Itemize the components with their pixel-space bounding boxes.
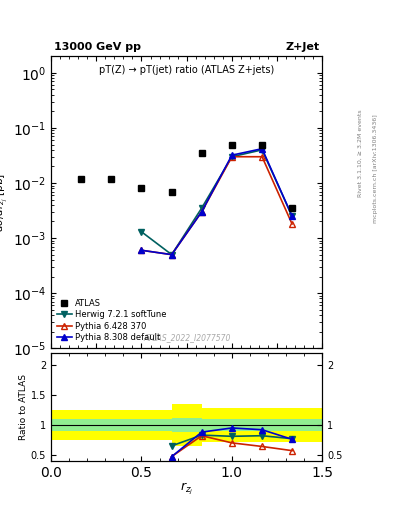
ATLAS [260,141,264,147]
Pythia 6.428 370 [169,251,174,258]
Line: Pythia 8.308 default: Pythia 8.308 default [139,146,295,258]
Text: Rivet 3.1.10, ≥ 3.2M events: Rivet 3.1.10, ≥ 3.2M events [358,110,363,198]
X-axis label: $r_{z_j}$: $r_{z_j}$ [180,481,193,497]
Herwig 7.2.1 softTune [290,213,294,219]
Text: mcplots.cern.ch [arXiv:1306.3436]: mcplots.cern.ch [arXiv:1306.3436] [373,115,378,223]
Pythia 8.308 default [230,152,234,158]
Pythia 8.308 default [199,209,204,215]
Pythia 6.428 370 [230,154,234,160]
ATLAS [199,150,204,156]
Y-axis label: $d\sigma/dr_{z_j}$ [pb]: $d\sigma/dr_{z_j}$ [pb] [0,173,10,232]
Herwig 7.2.1 softTune [230,154,234,160]
Line: Pythia 6.428 370: Pythia 6.428 370 [139,154,295,258]
Pythia 6.428 370 [139,247,144,253]
ATLAS [169,188,174,195]
Herwig 7.2.1 softTune [199,205,204,211]
Text: Z+Jet: Z+Jet [285,42,320,52]
ATLAS [79,176,84,182]
ATLAS [290,205,294,211]
Pythia 6.428 370 [290,221,294,227]
Herwig 7.2.1 softTune [169,251,174,258]
Text: 13000 GeV pp: 13000 GeV pp [54,42,141,52]
Pythia 8.308 default [260,145,264,152]
Line: Herwig 7.2.1 softTune: Herwig 7.2.1 softTune [139,147,295,258]
Pythia 6.428 370 [260,154,264,160]
Herwig 7.2.1 softTune [260,147,264,153]
Pythia 6.428 370 [199,209,204,215]
Herwig 7.2.1 softTune [139,229,144,235]
Text: pT(Z) → pT(jet) ratio (ATLAS Z+jets): pT(Z) → pT(jet) ratio (ATLAS Z+jets) [99,65,274,75]
Line: ATLAS: ATLAS [78,141,295,211]
Pythia 8.308 default [169,251,174,258]
ATLAS [230,141,234,147]
Pythia 8.308 default [290,213,294,219]
Y-axis label: Ratio to ATLAS: Ratio to ATLAS [19,374,28,440]
Pythia 8.308 default [139,247,144,253]
ATLAS [109,176,114,182]
Text: ATLAS_2022_I2077570: ATLAS_2022_I2077570 [143,333,230,343]
Legend: ATLAS, Herwig 7.2.1 softTune, Pythia 6.428 370, Pythia 8.308 default: ATLAS, Herwig 7.2.1 softTune, Pythia 6.4… [55,297,169,344]
ATLAS [139,185,144,191]
